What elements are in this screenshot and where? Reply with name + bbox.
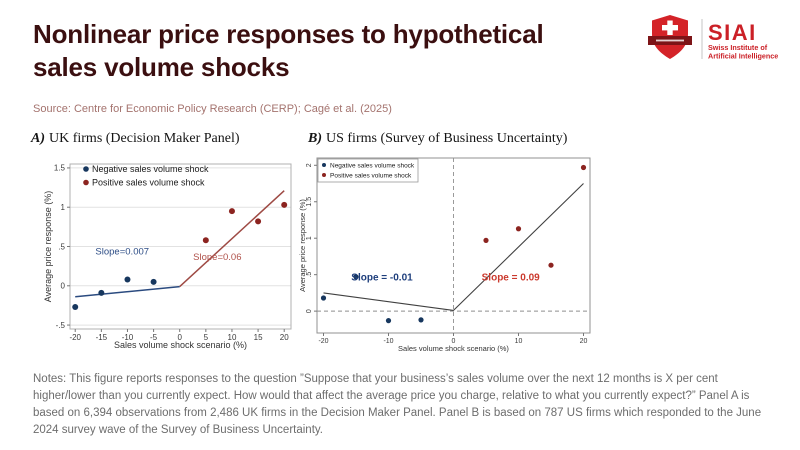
svg-text:0: 0 [61, 282, 66, 291]
svg-text:10: 10 [515, 338, 523, 345]
svg-text:1.5: 1.5 [306, 197, 313, 207]
svg-text:0: 0 [452, 338, 456, 345]
figure-notes: Notes: This figure reports responses to … [33, 373, 762, 436]
svg-text:20: 20 [580, 338, 588, 345]
svg-text:Sales volume shock scenario (%: Sales volume shock scenario (%) [398, 344, 509, 353]
svg-text:-20: -20 [69, 333, 81, 342]
panel-b-title-text: US firms (Survey of Business Uncertainty… [326, 131, 568, 146]
svg-text:5: 5 [204, 333, 209, 342]
svg-text:0: 0 [306, 309, 313, 313]
svg-text:-10: -10 [383, 338, 393, 345]
svg-text:.5: .5 [306, 272, 313, 278]
svg-text:Slope=0.06: Slope=0.06 [193, 252, 241, 263]
svg-text:Positive sales volume shock: Positive sales volume shock [330, 172, 412, 179]
svg-text:Negative sales volume shock: Negative sales volume shock [92, 164, 209, 174]
svg-text:Sales volume shock scenario (%: Sales volume shock scenario (%) [114, 340, 247, 350]
panel-a-title-text: UK firms (Decision Maker Panel) [49, 131, 240, 146]
panel-a-title: A) UK firms (Decision Maker Panel) [31, 131, 240, 147]
svg-text:.5: .5 [58, 242, 65, 251]
svg-text:Average price response (%): Average price response (%) [298, 199, 307, 292]
svg-text:-5: -5 [150, 333, 158, 342]
svg-text:-10: -10 [122, 333, 134, 342]
svg-text:Slope=0.007: Slope=0.007 [95, 246, 149, 257]
panel-a-chart: -20 -15 -10 -5 0 5 10 15 20 -.5 0 .5 1 1.5 Sales volum… [43, 163, 292, 350]
svg-text:Positive sales volume shock: Positive sales volume shock [92, 178, 205, 188]
panel-b-chart: -20 -10 0 10 20 0 .5 1 1.5 2 Sales volume shock sc… [298, 157, 591, 353]
siai-logo: SIAI Swiss Institute of Artificial Intel… [648, 15, 778, 61]
svg-text:15: 15 [254, 333, 263, 342]
svg-text:-15: -15 [96, 333, 108, 342]
page-title-line-2: sales volume shocks [33, 52, 290, 82]
svg-text:Average price response (%): Average price response (%) [43, 191, 53, 302]
svg-text:20: 20 [280, 333, 289, 342]
svg-text:Slope = 0.09: Slope = 0.09 [482, 273, 541, 284]
panel-b-title: B) US firms (Survey of Business Uncertain… [308, 131, 567, 147]
logo-tagline-1: Swiss Institute of [708, 43, 768, 52]
svg-text:0: 0 [177, 333, 182, 342]
svg-text:2: 2 [306, 163, 313, 167]
svg-text:Negative sales volume shock: Negative sales volume shock [330, 162, 415, 169]
source-caption: Source: Centre for Economic Policy Resea… [33, 103, 392, 115]
page-title: Nonlinear price responses to hypothetica… [33, 18, 633, 84]
panel-a-prefix: A) [31, 131, 45, 146]
svg-text:Slope = -0.01: Slope = -0.01 [351, 273, 413, 284]
svg-text:1: 1 [61, 203, 66, 212]
page-title-line-1: Nonlinear price responses to hypothetica… [33, 19, 544, 49]
svg-text:1.5: 1.5 [54, 164, 66, 173]
shield-icon [648, 15, 692, 59]
panel-b-prefix: B) [308, 131, 322, 146]
svg-text:-20: -20 [318, 338, 328, 345]
svg-text:10: 10 [228, 333, 237, 342]
logo-acronym: SIAI [708, 20, 757, 45]
svg-text:1: 1 [306, 236, 313, 240]
logo-tagline-2: Artificial Intelligence [708, 52, 778, 61]
svg-text:-.5: -.5 [56, 321, 66, 330]
